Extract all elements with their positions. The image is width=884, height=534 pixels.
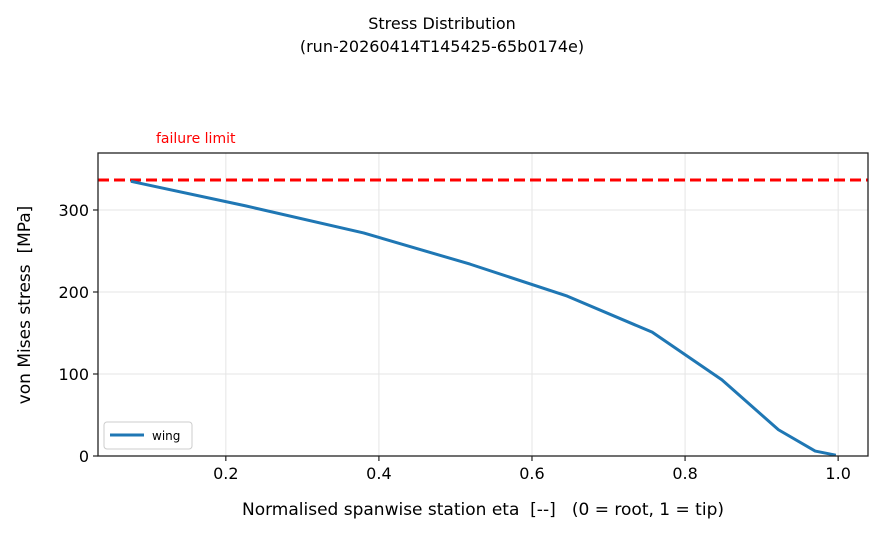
chart-subtitle: (run-20260414T145425-65b0174e) bbox=[300, 37, 584, 56]
marks bbox=[98, 178, 868, 457]
x-tick-label: 0.2 bbox=[213, 464, 238, 483]
x-tick-label: 1.0 bbox=[825, 464, 850, 483]
y-tick-label: 0 bbox=[79, 447, 89, 466]
ref-line-label: failure limit bbox=[156, 131, 236, 147]
legend-box bbox=[103, 421, 193, 450]
y-axis-label: von Mises stress [MPa] bbox=[15, 206, 35, 405]
series-line-wing bbox=[130, 179, 837, 457]
legend-label-wing: wing bbox=[152, 429, 180, 443]
chart-title: Stress Distribution bbox=[368, 14, 516, 33]
y-tick-label: 300 bbox=[58, 201, 89, 220]
x-axis-label: Normalised spanwise station eta [--] (0 … bbox=[242, 500, 724, 520]
y-tick-label: 200 bbox=[58, 283, 89, 302]
x-tick-label: 0.4 bbox=[366, 464, 391, 483]
plot-frame bbox=[97, 152, 869, 457]
x-tick-label: 0.8 bbox=[672, 464, 697, 483]
legend: wing bbox=[103, 421, 193, 450]
y-tick-label: 100 bbox=[58, 365, 89, 384]
ticks: 0.2 0.4 0.6 0.8 1.0 0 100 200 300 bbox=[58, 201, 850, 483]
x-tick-label: 0.6 bbox=[519, 464, 544, 483]
